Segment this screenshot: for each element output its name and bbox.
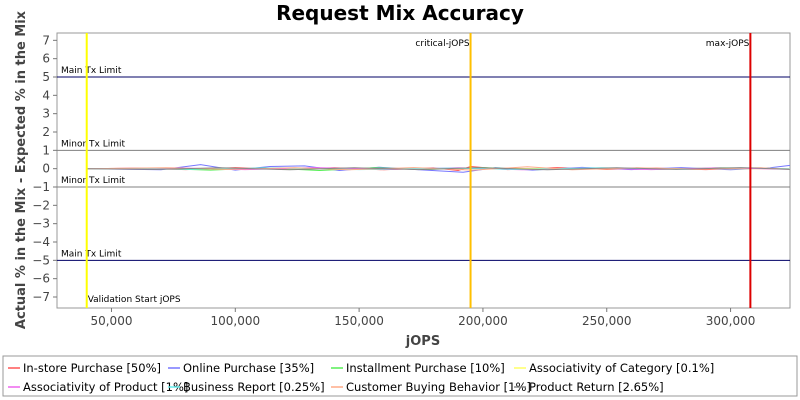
- marker-line-label: critical-jOPS: [415, 39, 469, 49]
- y-tick-label: 6: [42, 52, 50, 66]
- x-tick-label: 250,000: [582, 314, 632, 328]
- legend-label: Associativity of Product [1%]: [23, 380, 188, 394]
- y-tick-label: −4: [32, 235, 50, 249]
- legend-label: Associativity of Category [0.1%]: [529, 361, 714, 375]
- limit-line-label: Minor Tx Limit: [61, 176, 126, 186]
- y-tick-label: 7: [42, 33, 50, 47]
- limit-lines: Main Tx Limit Minor Tx Limit Minor Tx Limi…: [57, 66, 790, 261]
- x-axis: 50,000 100,000 150,000 200,000 250,000 300,00…: [90, 308, 755, 328]
- marker-line-label: max-jOPS: [706, 39, 750, 49]
- limit-line-label: Main Tx Limit: [61, 249, 122, 259]
- y-tick-label: −6: [32, 272, 50, 286]
- chart-title: Request Mix Accuracy: [276, 1, 524, 25]
- legend-label: In-store Purchase [50%]: [23, 361, 161, 375]
- y-axis: 7 6 5 4 3 2 1 0 −1 −2 −3 −4 −5 −6 −7: [32, 33, 57, 304]
- x-axis-label: jOPS: [405, 334, 440, 349]
- series-line: [86, 167, 791, 171]
- legend-items: In-store Purchase [50%] Online Purchase […: [8, 361, 714, 394]
- x-tick-label: 150,000: [334, 314, 384, 328]
- legend-label: Customer Buying Behavior [1%]: [346, 380, 531, 394]
- limit-line-label: Minor Tx Limit: [61, 139, 126, 149]
- y-tick-label: 2: [42, 125, 50, 139]
- x-tick-label: 50,000: [90, 314, 132, 328]
- legend-label: Online Purchase [35%]: [183, 361, 314, 375]
- y-tick-label: −3: [32, 217, 50, 231]
- y-tick-label: 1: [42, 143, 50, 157]
- legend-label: Installment Purchase [10%]: [346, 361, 505, 375]
- y-tick-label: 4: [42, 88, 50, 102]
- x-tick-label: 200,000: [458, 314, 508, 328]
- series-lines: [86, 164, 791, 173]
- y-tick-label: 0: [42, 162, 50, 176]
- series-line: [86, 166, 791, 171]
- y-tick-label: −7: [32, 290, 50, 304]
- marker-line-label: Validation Start jOPS: [88, 295, 181, 305]
- x-tick-label: 100,000: [210, 314, 260, 328]
- legend: [2, 355, 798, 397]
- y-tick-label: −1: [32, 180, 50, 194]
- legend-label: Business Report [0.25%]: [183, 380, 325, 394]
- y-tick-label: −5: [32, 253, 50, 267]
- legend-label: Product Return [2.65%]: [529, 380, 664, 394]
- y-tick-label: 5: [42, 70, 50, 84]
- x-tick-label: 300,000: [706, 314, 756, 328]
- marker-lines: Validation Start jOPS critical-jOPS max-jO…: [85, 33, 752, 308]
- y-tick-label: 3: [42, 107, 50, 121]
- limit-line-label: Main Tx Limit: [61, 66, 122, 76]
- y-axis-label: Actual % in the Mix - Expected % in the …: [14, 10, 29, 329]
- y-tick-label: −2: [32, 198, 50, 212]
